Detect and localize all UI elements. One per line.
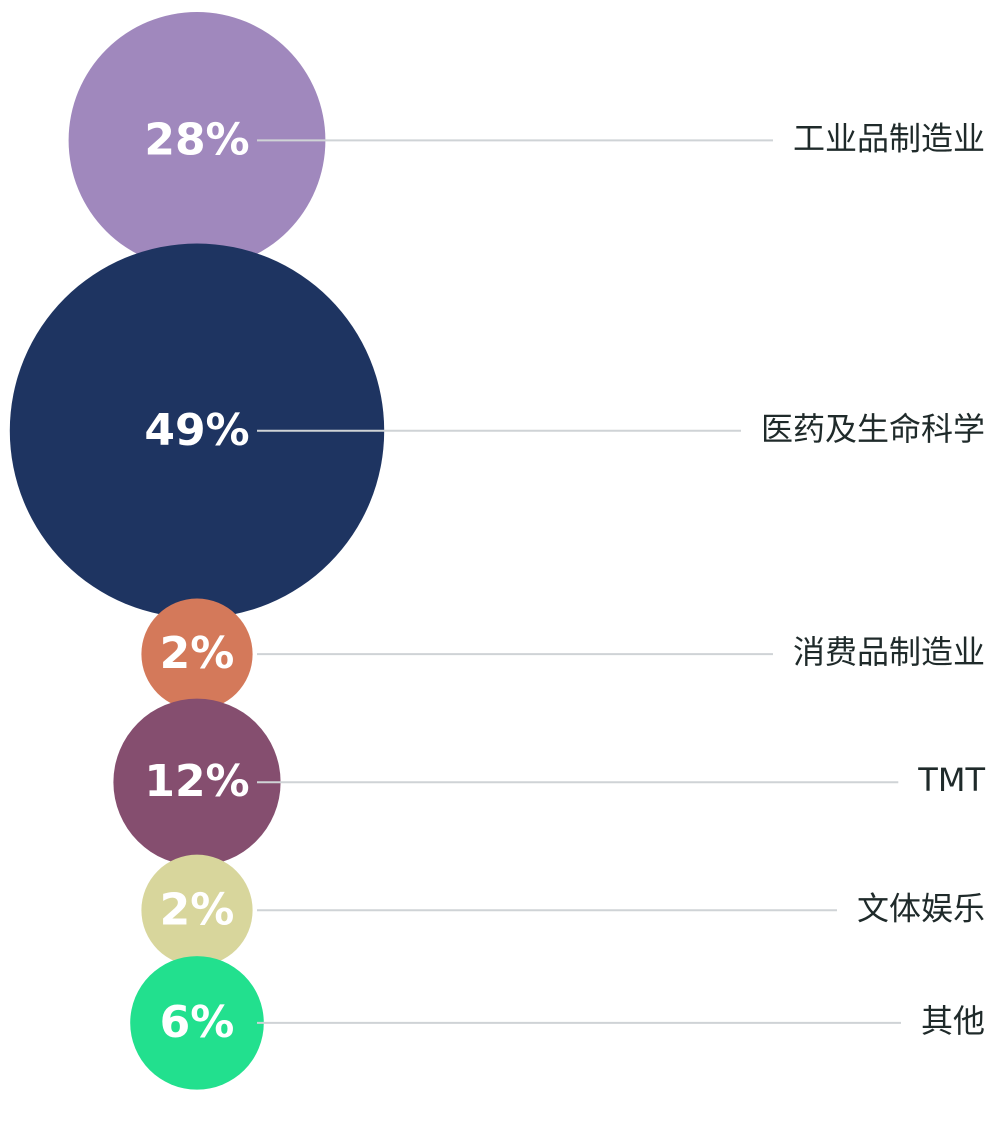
category-label: 其他	[921, 1002, 985, 1040]
bubble	[113, 698, 281, 866]
category-label: 医药及生命科学	[761, 410, 985, 448]
category-label: 文体娱乐	[857, 889, 985, 927]
category-label: TMT	[917, 761, 985, 799]
value-label: 6%	[160, 997, 235, 1048]
bubble	[9, 243, 385, 618]
bubble	[141, 854, 253, 966]
category-label: 消费品制造业	[793, 633, 985, 671]
value-label: 2%	[160, 628, 235, 679]
value-label: 12%	[144, 756, 249, 807]
bubble	[141, 598, 253, 710]
bubble	[68, 12, 326, 269]
bubble	[130, 956, 264, 1090]
value-label: 28%	[144, 114, 249, 165]
category-label: 工业品制造业	[793, 119, 985, 157]
value-label: 2%	[160, 884, 235, 935]
value-label: 49%	[144, 405, 249, 456]
